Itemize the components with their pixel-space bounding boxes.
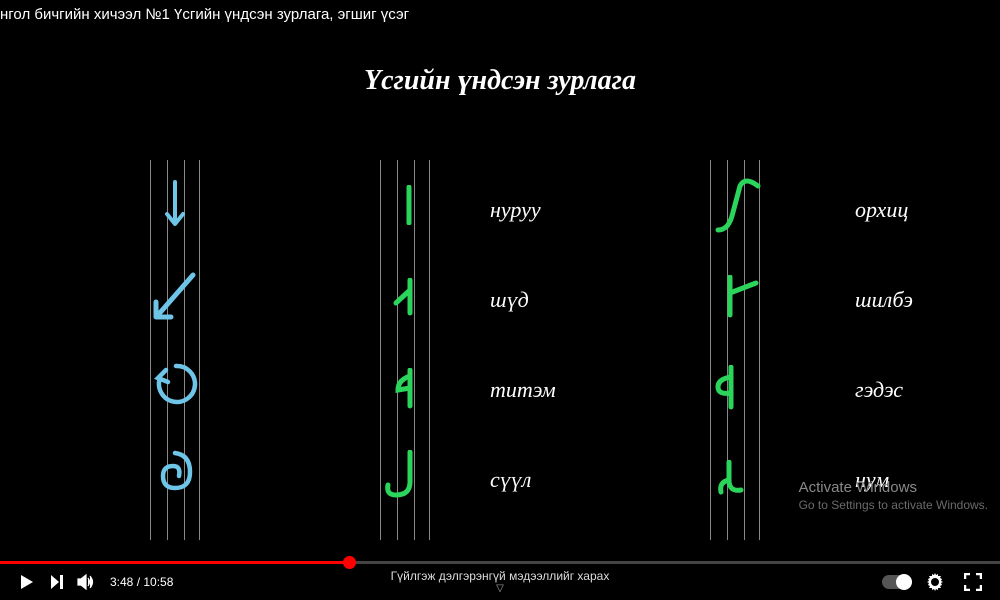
glyph-row-orhits: орхиц <box>680 170 1000 250</box>
next-button[interactable] <box>42 567 72 597</box>
watermark-subtitle: Go to Settings to activate Windows. <box>799 498 988 512</box>
fullscreen-button[interactable] <box>958 567 988 597</box>
label-shud: шүд <box>490 287 529 313</box>
glyph-row-gedes: гэдэс <box>680 350 1000 430</box>
glyph-shud <box>390 278 420 318</box>
glyph-shilbe <box>718 275 760 320</box>
glyph-row-suul: сүүл <box>370 440 670 520</box>
label-shilbe: шилбэ <box>855 287 913 313</box>
glyph-gedes <box>715 365 747 410</box>
watermark-title: Activate Windows <box>799 479 988 496</box>
autoplay-toggle[interactable] <box>882 575 912 589</box>
scroll-hint[interactable]: Гүйлгэж дэлгэрэнгүй мэдээллийг харах ▽ <box>391 570 610 594</box>
player-controls: 3:48 / 10:58 Гүйлгэж дэлгэрэнгүй мэдээлл… <box>0 564 1000 600</box>
column-2: нуруу шүд титэм сүүл <box>370 160 670 540</box>
glyph-row-nuruu: нуруу <box>370 170 670 250</box>
chevron-down-icon: ▽ <box>496 584 504 594</box>
glyph-orhits <box>710 178 765 236</box>
glyph-suul <box>382 450 422 500</box>
video-content: Үсгийн үндсэн зурлага <box>0 30 1000 560</box>
volume-button[interactable] <box>72 567 102 597</box>
glyph-num <box>715 460 745 498</box>
glyph-spiral <box>155 450 197 495</box>
glyph-loop-arrow <box>152 360 200 408</box>
play-button[interactable] <box>12 567 42 597</box>
time-display: 3:48 / 10:58 <box>110 575 173 589</box>
glyph-row-shud: шүд <box>370 260 670 340</box>
label-nuruu: нуруу <box>490 197 541 223</box>
column-1 <box>90 160 340 540</box>
windows-watermark: Activate Windows Go to Settings to activ… <box>799 479 988 512</box>
label-orhits: орхиц <box>855 197 908 223</box>
video-title: нгол бичгийн хичээл №1 Үсгийн үндсэн зур… <box>0 0 1000 23</box>
label-titem: титэм <box>490 377 556 403</box>
glyph-diagonal-arrow <box>148 270 203 325</box>
label-gedes: гэдэс <box>855 377 903 403</box>
glyph-row-titem: титэм <box>370 350 670 430</box>
glyph-down-arrow <box>160 180 190 235</box>
settings-button[interactable] <box>920 567 950 597</box>
glyph-row-shilbe: шилбэ <box>680 260 1000 340</box>
slide-title: Үсгийн үндсэн зурлага <box>0 65 1000 97</box>
label-suul: сүүл <box>490 467 531 493</box>
glyph-nuruu <box>405 185 413 225</box>
glyph-titem <box>390 368 420 410</box>
